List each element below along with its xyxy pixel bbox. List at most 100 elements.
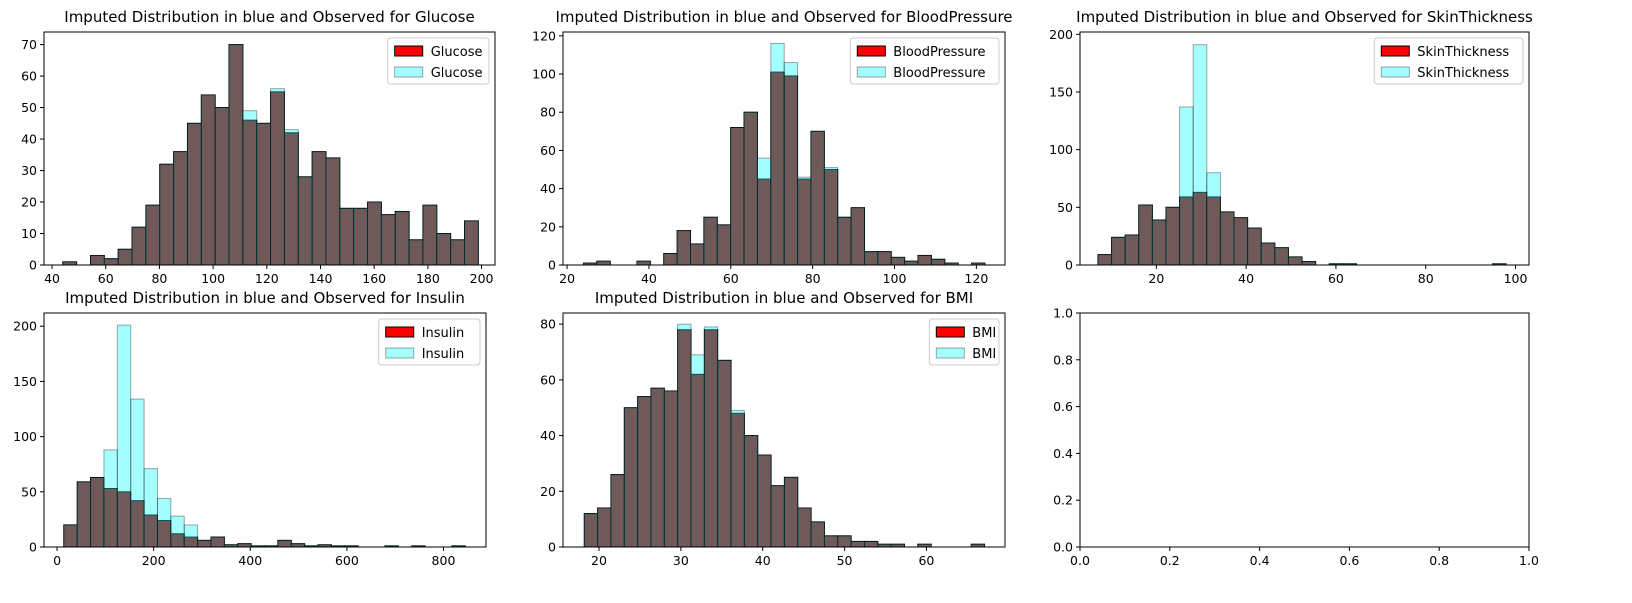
observed-bar-shade: [103, 488, 118, 547]
imputed-bar: [311, 151, 327, 266]
imputed-bar: [623, 407, 639, 548]
imputed-bar: [228, 44, 244, 266]
imputed-bar: [757, 454, 772, 548]
observed-bar-shade: [284, 132, 299, 265]
observed-bar-shade: [210, 537, 225, 547]
imputed-bar: [170, 515, 185, 548]
observed-bar-shade: [62, 261, 77, 265]
y-tick-label: 0.2: [1053, 493, 1073, 508]
observed-bar-shade: [331, 545, 345, 547]
y-tick-label: 10: [21, 226, 37, 241]
imputed-bar: [297, 176, 313, 266]
x-tick-label: 200: [142, 553, 166, 568]
observed-bar-shade: [1247, 228, 1262, 265]
x-tick-label: 40: [44, 271, 60, 286]
y-tick-label: 80: [540, 105, 556, 120]
observed-bar-shade: [367, 202, 382, 265]
observed-bar-shade: [1342, 263, 1357, 265]
observed-bar-shade: [353, 208, 368, 265]
legend-swatch-imputed: [856, 66, 886, 78]
observed-bar-shade: [730, 127, 745, 265]
imputed-bar: [117, 248, 133, 266]
y-tick-label: 0: [29, 258, 37, 273]
legend-swatch-observed: [935, 326, 965, 338]
imputed-bar: [930, 258, 946, 266]
x-tick-label: 60: [1328, 271, 1344, 286]
imputed-bar: [650, 387, 665, 548]
observed-bar-shade: [173, 151, 188, 265]
imputed-bar: [837, 216, 852, 266]
observed-bar-shade: [810, 131, 825, 265]
observed-bar-shade: [1206, 196, 1221, 265]
x-tick-label: 80: [805, 271, 821, 286]
observed-bar-shade: [691, 374, 705, 547]
observed-bar-shade: [650, 388, 665, 547]
chart-title: Imputed Distribution in blue and Observe…: [1076, 8, 1533, 26]
imputed-bar: [1219, 211, 1235, 266]
observed-bar-shade: [596, 261, 611, 265]
legend-swatch-imputed: [935, 347, 965, 359]
imputed-bar: [810, 130, 825, 266]
imputed-bar: [277, 539, 292, 548]
imputed-bar: [1192, 44, 1208, 266]
legend-label-imputed: BMI: [972, 347, 996, 362]
observed-bar-shade: [409, 239, 423, 265]
observed-bar-shade: [664, 391, 678, 547]
observed-bar-shade: [187, 123, 202, 265]
chart-title: Imputed Distribution in blue and Observe…: [65, 289, 465, 307]
imputed-bar: [636, 260, 651, 266]
legend-swatch-imputed: [394, 66, 424, 78]
imputed-bar: [63, 524, 78, 548]
imputed-bar: [1179, 106, 1194, 266]
observed-bar-shade: [256, 123, 271, 265]
observed-bar-shade: [63, 524, 78, 547]
imputed-bar: [703, 216, 718, 266]
x-tick-label: 0.4: [1250, 553, 1270, 568]
observed-bar-shade: [584, 513, 598, 547]
x-tick-label: 30: [673, 553, 689, 568]
observed-bar-shade: [837, 217, 852, 265]
y-tick-label: 60: [540, 143, 556, 158]
imputed-bar: [730, 410, 745, 548]
observed-bar-shade: [464, 220, 479, 265]
observed-bar-shade: [1125, 235, 1139, 265]
observed-bar-shade: [1261, 243, 1275, 265]
observed-bar-shade: [864, 251, 878, 265]
imputed-bar: [1233, 217, 1249, 266]
imputed-bar: [716, 224, 732, 266]
imputed-bar: [214, 107, 230, 266]
observed-bar-shade: [132, 227, 146, 265]
observed-bar-shade: [90, 255, 105, 265]
imputed-bar: [730, 126, 745, 266]
observed-bar-shade: [339, 208, 354, 265]
observed-bar-shade: [237, 543, 252, 547]
imputed-bar: [890, 256, 906, 266]
observed-bar-shade: [318, 544, 332, 547]
observed-bar-shade: [824, 169, 838, 265]
imputed-bar: [743, 111, 758, 266]
imputed-bar: [143, 468, 158, 548]
y-tick-label: 100: [13, 429, 37, 444]
observed-bar-shade: [144, 514, 158, 547]
y-tick-label: 1.0: [1053, 306, 1073, 321]
imputed-bar: [450, 239, 466, 266]
x-tick-label: 80: [151, 271, 167, 286]
observed-bar-shade: [159, 164, 174, 265]
y-tick-label: 20: [540, 219, 556, 234]
legend-swatch-observed: [856, 45, 886, 57]
observed-bar-shade: [770, 72, 785, 265]
y-tick-label: 0: [29, 540, 37, 555]
x-tick-label: 160: [362, 271, 386, 286]
axes-frame: [562, 312, 1006, 548]
imputed-bar: [1301, 261, 1317, 266]
imputed-bar: [242, 110, 258, 266]
observed-bar-shade: [717, 224, 731, 265]
observed-bar-shade: [704, 329, 718, 547]
x-tick-label: 120: [255, 271, 279, 286]
y-tick-label: 150: [1049, 84, 1073, 99]
imputed-bar: [810, 521, 825, 548]
imputed-bar: [1111, 236, 1126, 266]
imputed-bar: [380, 214, 396, 266]
observed-bar-shade: [422, 205, 437, 265]
imputed-bar: [1151, 219, 1167, 266]
